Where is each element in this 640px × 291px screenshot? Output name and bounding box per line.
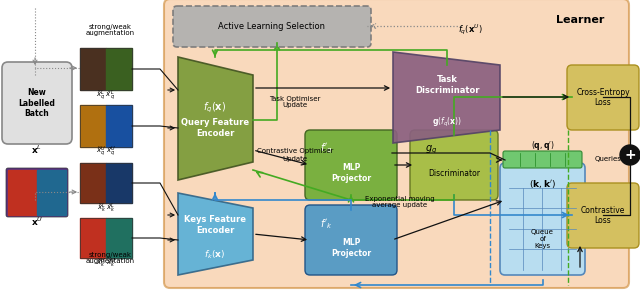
Bar (8, 170, 37, 215)
FancyBboxPatch shape (503, 151, 582, 168)
Polygon shape (393, 52, 500, 143)
Text: strong/weak
augmentation: strong/weak augmentation (85, 24, 134, 36)
Text: $\tilde{x}_k^U\ \bar{x}_k^U$: $\tilde{x}_k^U\ \bar{x}_k^U$ (96, 256, 116, 270)
Text: +: + (624, 148, 636, 162)
Text: Keys Feature
Encoder: Keys Feature Encoder (184, 215, 246, 235)
Bar (80, 48, 132, 90)
Text: Queue
of
Keys: Queue of Keys (531, 229, 554, 249)
FancyBboxPatch shape (173, 6, 371, 47)
Text: $f'_k$: $f'_k$ (320, 217, 332, 231)
Bar (106, 163, 132, 203)
Text: Discriminator: Discriminator (428, 168, 480, 178)
Text: MLP
Projector: MLP Projector (331, 163, 371, 183)
Text: New
Labelled
Batch: New Labelled Batch (19, 88, 56, 118)
Text: $f'_q$: $f'_q$ (320, 142, 332, 156)
Text: Cross-Entropy
Loss: Cross-Entropy Loss (576, 88, 630, 107)
FancyBboxPatch shape (567, 183, 639, 248)
Text: $\mathbf{x}^L$: $\mathbf{x}^L$ (31, 144, 42, 156)
FancyBboxPatch shape (500, 163, 585, 275)
Text: $(\mathbf{k}, \mathbf{k}^\prime)$: $(\mathbf{k}, \mathbf{k}^\prime)$ (529, 178, 556, 190)
Text: Contrastive
Loss: Contrastive Loss (581, 206, 625, 225)
Text: MLP
Projector: MLP Projector (331, 238, 371, 258)
Circle shape (620, 145, 640, 165)
Text: $f_q(\mathbf{x})$: $f_q(\mathbf{x})$ (204, 101, 227, 115)
Text: $f_q(\mathbf{x}^U)$: $f_q(\mathbf{x}^U)$ (458, 23, 483, 37)
Bar (80, 48, 106, 90)
Bar (80, 218, 106, 258)
Text: $\tilde{x}_q^U\ \bar{x}_q^U$: $\tilde{x}_q^U\ \bar{x}_q^U$ (96, 145, 116, 159)
Bar (80, 163, 106, 203)
Bar (80, 218, 132, 258)
Text: Queries: Queries (595, 157, 621, 162)
Text: Active Learning Selection: Active Learning Selection (218, 22, 326, 31)
FancyBboxPatch shape (567, 65, 639, 130)
FancyBboxPatch shape (6, 168, 68, 217)
Text: $\tilde{x}_k^L\ \bar{x}_k^L$: $\tilde{x}_k^L\ \bar{x}_k^L$ (97, 201, 115, 215)
Bar (80, 163, 132, 203)
Text: Query Feature
Encoder: Query Feature Encoder (181, 118, 249, 138)
Text: Contrastive Optimiser
Update: Contrastive Optimiser Update (257, 148, 333, 162)
Polygon shape (178, 193, 253, 275)
Bar (106, 105, 132, 147)
Bar (80, 105, 132, 147)
FancyBboxPatch shape (410, 130, 498, 200)
Text: strong/weak
augmentation: strong/weak augmentation (85, 251, 134, 265)
Polygon shape (178, 57, 253, 180)
FancyBboxPatch shape (305, 130, 397, 200)
FancyBboxPatch shape (305, 205, 397, 275)
Text: $f_k(\mathbf{x})$: $f_k(\mathbf{x})$ (204, 249, 225, 261)
Text: Task Optimiser
Update: Task Optimiser Update (269, 95, 321, 109)
Text: Task
Discriminator: Task Discriminator (415, 75, 479, 95)
Text: $\mathbf{x}^U$: $\mathbf{x}^U$ (31, 216, 44, 228)
Text: $\mathbf{g}(f_q(\mathbf{x}))$: $\mathbf{g}(f_q(\mathbf{x}))$ (432, 116, 462, 129)
Bar (106, 218, 132, 258)
FancyBboxPatch shape (2, 62, 72, 144)
Text: $g_q$: $g_q$ (425, 144, 437, 156)
Bar (80, 105, 106, 147)
Bar (37, 170, 66, 215)
Bar (106, 48, 132, 90)
Text: $(\mathbf{q}, \mathbf{q}^\prime)$: $(\mathbf{q}, \mathbf{q}^\prime)$ (531, 139, 554, 152)
Text: Learner: Learner (556, 15, 604, 25)
Text: Exponential moving
average update: Exponential moving average update (365, 196, 435, 208)
Text: $\tilde{x}_q^L\ \bar{x}_q^L$: $\tilde{x}_q^L\ \bar{x}_q^L$ (97, 89, 116, 103)
FancyBboxPatch shape (164, 0, 629, 288)
